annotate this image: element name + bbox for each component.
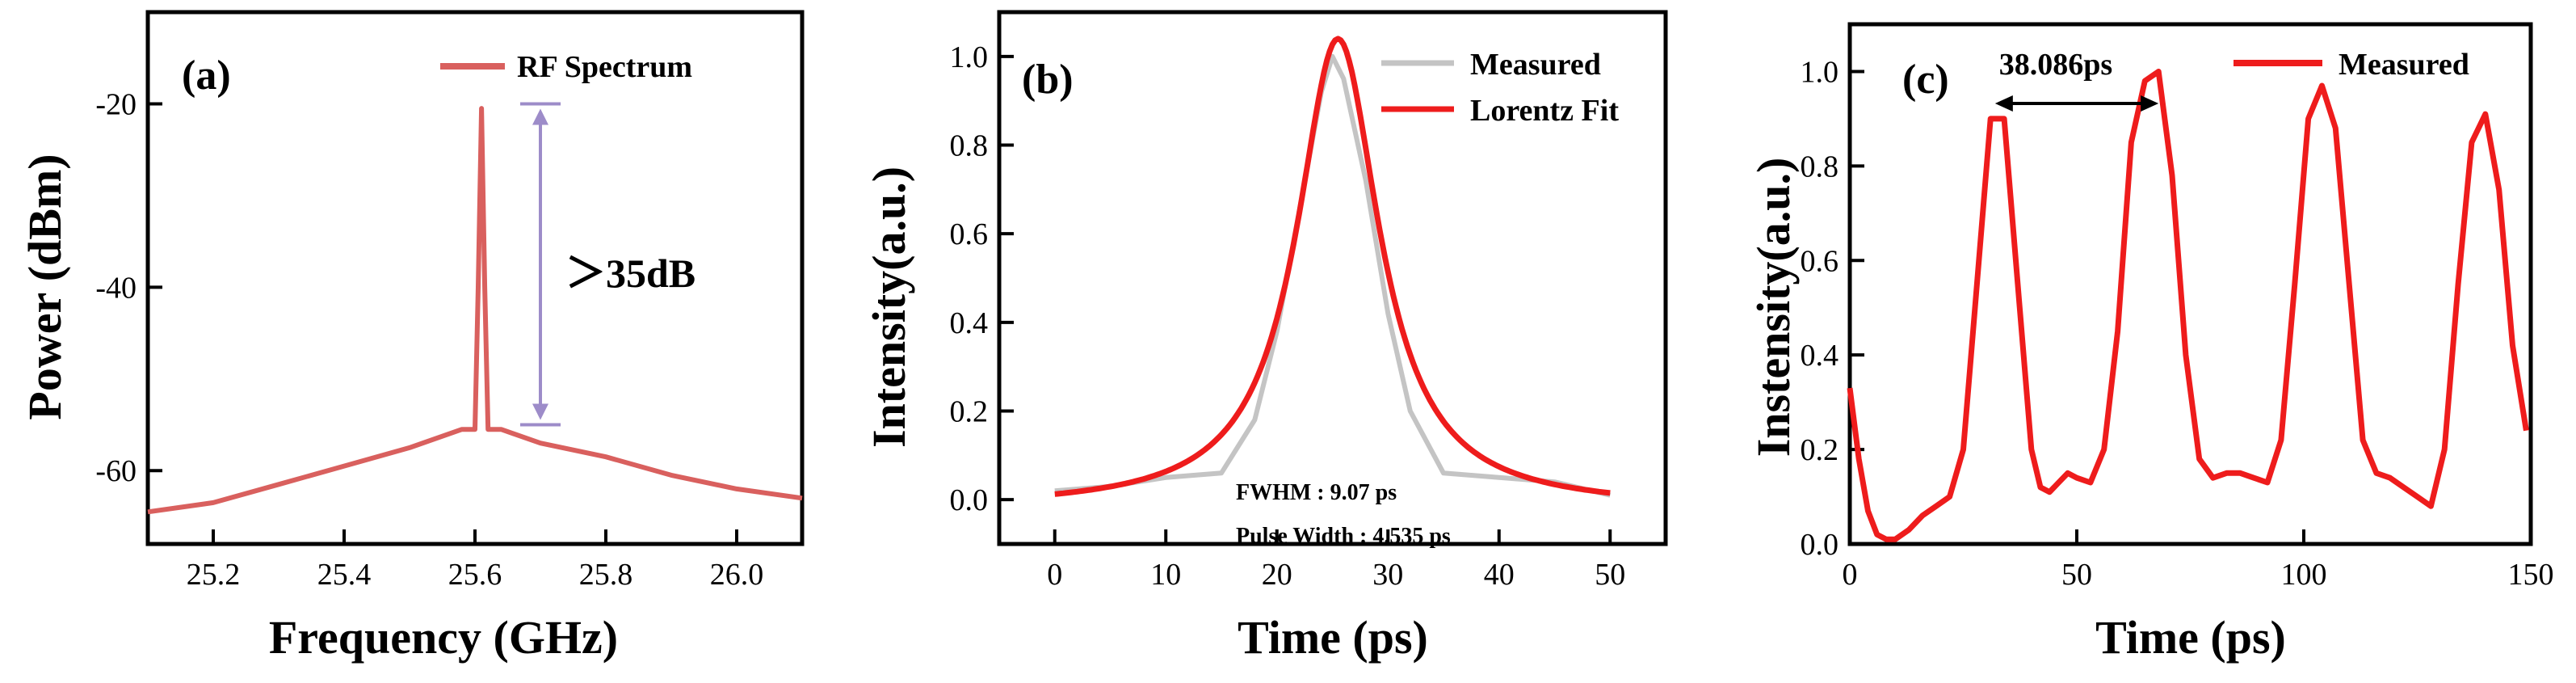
panel-c-label: (c) (1902, 57, 1949, 103)
panel-b-legend-label-measured: Measured (1470, 48, 1601, 82)
x-tick-label: 26.0 (710, 558, 764, 592)
panel-c-legend-label: Measured (2339, 48, 2469, 82)
y-tick-label: 0.6 (950, 217, 989, 251)
x-tick-label: 150 (2508, 558, 2554, 592)
y-tick-label: 0.8 (1801, 150, 1839, 183)
panel-a-legend-label: RF Spectrum (517, 50, 692, 84)
y-tick-label: 1.0 (1801, 55, 1839, 89)
y-tick-label: 0.4 (950, 306, 989, 340)
period-arrow-head-right (2141, 95, 2159, 112)
panel-c-period-annotation: 38.086ps (1999, 48, 2112, 82)
x-tick-label: 25.2 (187, 558, 241, 592)
panel-a-rf-spectrum: Power (dBm) Frequency (GHz) (a) RF Spect… (19, 10, 805, 664)
y-tick-label: 0.0 (950, 483, 989, 517)
panel-b-pulse-fit: Intensity(a.u.) Time (ps) (b) Measured L… (863, 10, 1668, 664)
x-tick-label: 20 (1262, 558, 1292, 592)
panel-b-xlabel: Time (ps) (1238, 611, 1428, 664)
y-tick-label: 1.0 (950, 40, 989, 74)
panel-a-xlabel: Frequency (GHz) (269, 611, 618, 664)
y-tick-label: 0.2 (1801, 433, 1839, 467)
panel-a-series-rf-spectrum (147, 106, 803, 515)
panel-c-ylabel: Instensity(a.u.) (1747, 158, 1800, 457)
y-tick-label: -40 (95, 271, 137, 305)
panel-b-series-measured (1054, 53, 1611, 498)
panel-b-series-lorentz-fit (1054, 36, 1611, 497)
panel-b-fwhm-annotation: FWHM : 9.07 ps (1236, 480, 1397, 505)
x-tick-label: 100 (2281, 558, 2327, 592)
panel-b-label: (b) (1022, 57, 1074, 103)
panel-c-pulse-train: Instensity(a.u.) Time (ps) (c) Measured … (1747, 22, 2554, 664)
panel-c-series-measured (1847, 69, 2529, 542)
x-tick-label: 40 (1484, 558, 1515, 592)
period-arrow-head-left (1994, 95, 2013, 112)
y-tick-label: 0.4 (1801, 339, 1839, 373)
x-tick-label: 25.6 (448, 558, 502, 592)
ratio-arrow-head-down (532, 403, 548, 420)
x-tick-label: 0 (1843, 558, 1858, 592)
y-tick-label: -20 (95, 87, 137, 121)
x-tick-label: 10 (1150, 558, 1181, 592)
ratio-arrow-head-up (532, 108, 548, 125)
x-tick-label: 30 (1372, 558, 1403, 592)
y-tick-label: 0.6 (1801, 244, 1839, 278)
y-tick-label: -60 (95, 454, 137, 488)
x-tick-label: 0 (1047, 558, 1062, 592)
panel-a-ratio-annotation: ＞35dB (565, 251, 695, 296)
x-tick-label: 25.8 (579, 558, 633, 592)
y-tick-label: 0.0 (1801, 528, 1839, 562)
x-tick-label: 50 (1595, 558, 1625, 592)
panel-c-frame (1847, 22, 2533, 546)
panel-b-legend-label-fit: Lorentz Fit (1470, 94, 1619, 128)
y-tick-label: 0.8 (950, 129, 989, 163)
y-tick-label: 0.2 (950, 395, 989, 429)
panel-a-frame (145, 10, 805, 546)
panel-c-xlabel: Time (ps) (2095, 611, 2286, 664)
panel-a-ylabel: Power (dBm) (19, 154, 71, 419)
panel-a-label: (a) (182, 53, 231, 99)
panel-b-frame (997, 10, 1668, 546)
panel-b-ylabel: Intensity(a.u.) (863, 167, 915, 448)
x-tick-label: 25.4 (317, 558, 372, 592)
x-tick-label: 50 (2061, 558, 2092, 592)
